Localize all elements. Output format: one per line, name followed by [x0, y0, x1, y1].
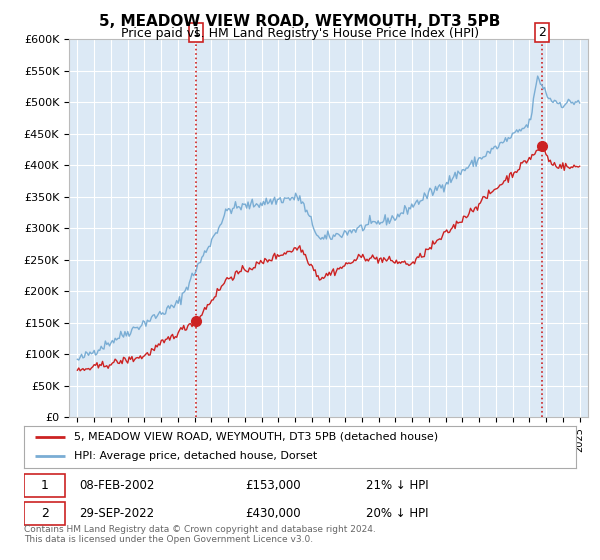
- Text: Contains HM Land Registry data © Crown copyright and database right 2024.: Contains HM Land Registry data © Crown c…: [24, 525, 376, 534]
- Text: 5, MEADOW VIEW ROAD, WEYMOUTH, DT3 5PB (detached house): 5, MEADOW VIEW ROAD, WEYMOUTH, DT3 5PB (…: [74, 432, 438, 442]
- FancyBboxPatch shape: [24, 474, 65, 497]
- Text: £153,000: £153,000: [245, 479, 301, 492]
- Text: 2: 2: [41, 507, 49, 520]
- Text: Price paid vs. HM Land Registry's House Price Index (HPI): Price paid vs. HM Land Registry's House …: [121, 27, 479, 40]
- Text: 20% ↓ HPI: 20% ↓ HPI: [366, 507, 429, 520]
- FancyBboxPatch shape: [24, 502, 65, 525]
- Text: 21% ↓ HPI: 21% ↓ HPI: [366, 479, 429, 492]
- Text: 5, MEADOW VIEW ROAD, WEYMOUTH, DT3 5PB: 5, MEADOW VIEW ROAD, WEYMOUTH, DT3 5PB: [100, 14, 500, 29]
- Text: HPI: Average price, detached house, Dorset: HPI: Average price, detached house, Dors…: [74, 451, 317, 461]
- Text: 1: 1: [41, 479, 49, 492]
- Text: 29-SEP-2022: 29-SEP-2022: [79, 507, 154, 520]
- Text: 1: 1: [193, 26, 200, 39]
- Text: This data is licensed under the Open Government Licence v3.0.: This data is licensed under the Open Gov…: [24, 534, 313, 544]
- Text: 2: 2: [538, 26, 546, 39]
- Text: 08-FEB-2002: 08-FEB-2002: [79, 479, 155, 492]
- Text: £430,000: £430,000: [245, 507, 301, 520]
